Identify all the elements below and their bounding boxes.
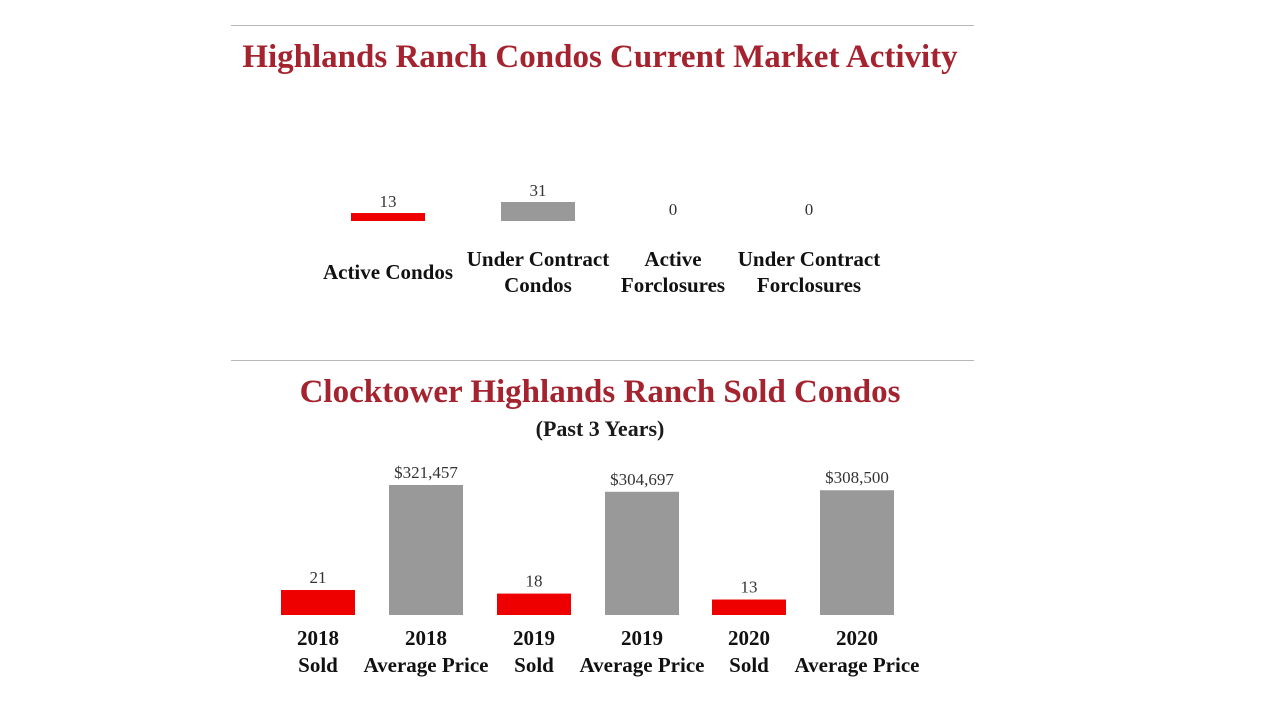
sold-count-bar	[281, 590, 355, 615]
category-label: Active Condos	[323, 260, 453, 284]
sold-count-bar	[497, 593, 571, 615]
category-label: Under Contract Forclosures	[738, 247, 881, 297]
sold-condos-subheading: (Past 3 Years)	[535, 416, 665, 441]
category-label: 2019 Average Price	[580, 626, 705, 677]
bar-value-label: 13	[741, 578, 758, 597]
bar-value-label: $321,457	[394, 463, 458, 482]
category-label: 2019 Sold	[513, 626, 555, 677]
market-bar	[351, 213, 425, 221]
category-label: Under Contract Condos	[467, 247, 610, 297]
bar-value-label: 13	[380, 192, 397, 211]
category-label: 2018 Average Price	[364, 626, 489, 677]
average-price-bar	[605, 491, 679, 615]
bar-value-label: 18	[526, 572, 543, 591]
category-label: 2020 Sold	[728, 626, 770, 677]
average-price-bar	[820, 490, 894, 615]
sold-count-bar	[712, 599, 786, 615]
bar-value-label: $308,500	[825, 468, 889, 487]
bar-value-label: 0	[669, 200, 678, 219]
category-label: 2018 Sold	[297, 626, 339, 677]
average-price-bar	[389, 485, 463, 615]
middle-divider	[231, 360, 974, 361]
market-activity-chart: 13 Active Condos 31 Under Contract Condos 0 Ac…	[323, 181, 881, 297]
bar-value-label: 0	[805, 200, 814, 219]
bar-value-label: 31	[530, 181, 547, 200]
market-bar	[501, 202, 575, 221]
market-activity-heading: Highlands Ranch Condos Current Market Ac…	[242, 39, 958, 75]
sold-condos-heading: Clocktower Highlands Ranch Sold Condos	[299, 374, 901, 410]
bar-value-label: $304,697	[610, 470, 674, 489]
bar-value-label: 21	[310, 568, 327, 587]
category-label: Active Forclosures	[621, 247, 725, 297]
category-label: 2020 Average Price	[795, 626, 920, 677]
top-divider	[231, 25, 974, 26]
